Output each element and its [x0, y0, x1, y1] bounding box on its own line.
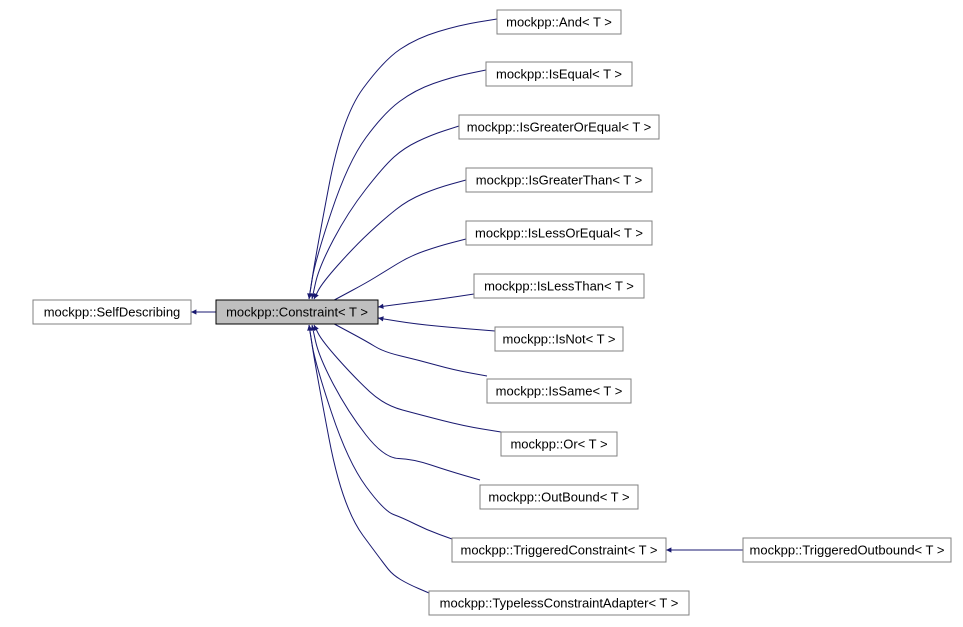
node-triggeredoutbound[interactable]: mockpp::TriggeredOutbound< T > [743, 538, 951, 562]
edge-issame-to-constraint [325, 319, 487, 376]
edge-islessthan-to-constraint [378, 294, 474, 307]
edge-outbound-to-constraint [312, 325, 480, 480]
node-constraint[interactable]: mockpp::Constraint< T > [216, 300, 378, 324]
node-selfdescribing[interactable]: mockpp::SelfDescribing [33, 300, 191, 324]
node-issame[interactable]: mockpp::IsSame< T > [487, 379, 631, 403]
node-and[interactable]: mockpp::And< T > [497, 10, 621, 34]
node-outbound-label: mockpp::OutBound< T > [488, 489, 629, 504]
node-isequal-label: mockpp::IsEqual< T > [496, 66, 622, 81]
edge-isgreaterorequal-to-constraint [312, 126, 459, 299]
node-isgreaterorequal[interactable]: mockpp::IsGreaterOrEqual< T > [459, 115, 659, 139]
node-triggeredconstraint[interactable]: mockpp::TriggeredConstraint< T > [452, 538, 666, 562]
node-isnot[interactable]: mockpp::IsNot< T > [495, 327, 623, 351]
edge-typelessadapter-to-constraint [309, 325, 429, 593]
node-typelessadapter[interactable]: mockpp::TypelessConstraintAdapter< T > [429, 591, 689, 615]
node-islessthan[interactable]: mockpp::IsLessThan< T > [474, 274, 644, 298]
inheritance-diagram: mockpp::SelfDescribing mockpp::Constraint… [0, 0, 963, 627]
arrowhead-icon [378, 316, 384, 321]
node-constraint-label: mockpp::Constraint< T > [226, 304, 368, 319]
arrowhead-icon [378, 304, 384, 309]
node-islessorequal[interactable]: mockpp::IsLessOrEqual< T > [466, 221, 652, 245]
node-selfdescribing-label: mockpp::SelfDescribing [44, 304, 181, 319]
arrowhead-icon [191, 309, 196, 314]
node-islessorequal-label: mockpp::IsLessOrEqual< T > [475, 225, 643, 240]
edge-isgreaterthan-to-constraint [314, 180, 466, 299]
edge-and-to-constraint [309, 19, 497, 299]
node-typelessadapter-label: mockpp::TypelessConstraintAdapter< T > [440, 595, 679, 610]
edge-isnot-to-constraint [378, 318, 495, 331]
node-isnot-label: mockpp::IsNot< T > [503, 331, 616, 346]
edge-isequal-to-constraint [309, 70, 486, 299]
node-isgreaterthan[interactable]: mockpp::IsGreaterThan< T > [466, 168, 652, 192]
node-isgreaterorequal-label: mockpp::IsGreaterOrEqual< T > [467, 119, 652, 134]
arrowhead-icon [666, 547, 671, 552]
node-and-label: mockpp::And< T > [506, 14, 612, 29]
node-isgreaterthan-label: mockpp::IsGreaterThan< T > [476, 172, 642, 187]
node-outbound[interactable]: mockpp::OutBound< T > [480, 485, 638, 509]
node-islessthan-label: mockpp::IsLessThan< T > [484, 278, 634, 293]
node-isequal[interactable]: mockpp::IsEqual< T > [486, 62, 632, 86]
node-or-label: mockpp::Or< T > [510, 436, 607, 451]
node-or[interactable]: mockpp::Or< T > [501, 432, 617, 456]
edge-or-to-constraint [314, 325, 501, 432]
node-triggeredoutbound-label: mockpp::TriggeredOutbound< T > [750, 542, 945, 557]
edge-islessorequal-to-constraint [325, 239, 466, 305]
node-issame-label: mockpp::IsSame< T > [496, 383, 623, 398]
node-triggeredconstraint-label: mockpp::TriggeredConstraint< T > [460, 542, 657, 557]
edge-triggeredconstraint-to-constraint [309, 325, 452, 539]
